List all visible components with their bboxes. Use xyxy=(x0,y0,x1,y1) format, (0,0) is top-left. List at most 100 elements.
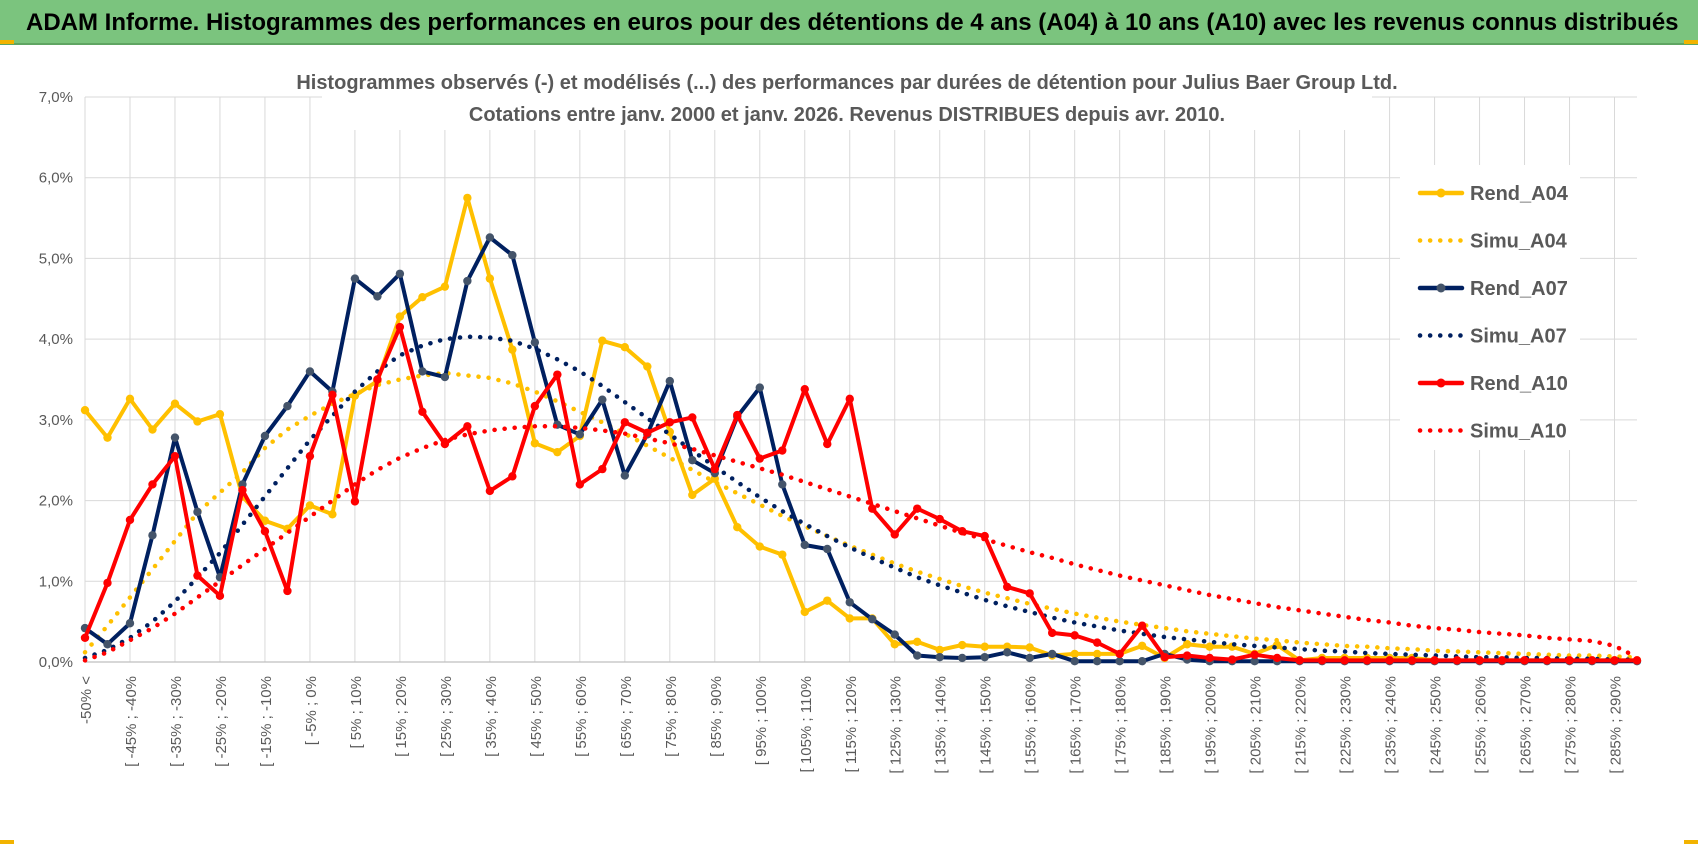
series-Simu_A10 xyxy=(82,424,1640,663)
line-Simu_A04 xyxy=(82,370,1640,660)
point-Rend_A10 xyxy=(935,514,944,524)
line-Simu_A10 xyxy=(82,424,1640,663)
x-tick-label: [ 5% ; 10% xyxy=(348,676,365,749)
point-Rend_A04 xyxy=(1025,643,1034,652)
point-Rend_A10 xyxy=(1272,653,1282,663)
point-Rend_A10 xyxy=(620,418,630,427)
title-backdrop xyxy=(322,64,1372,130)
point-Rend_A04 xyxy=(935,645,944,655)
point-Rend_A10 xyxy=(1182,651,1192,660)
x-tick-label: [ 115% ; 120% xyxy=(843,676,860,772)
point-Rend_A10 xyxy=(530,401,540,411)
x-tick-label: [ 175% ; 180% xyxy=(1113,676,1130,774)
point-Rend_A04 xyxy=(1070,649,1079,659)
point-Rend_A10 xyxy=(1407,656,1417,665)
point-Rend_A07 xyxy=(665,376,675,386)
point-Rend_A10 xyxy=(1295,656,1304,665)
x-tick-label: [ -5% ; 0% xyxy=(303,676,320,745)
point-Rend_A10 xyxy=(440,439,450,449)
corner-marker xyxy=(0,840,14,844)
point-Rend_A07 xyxy=(598,395,607,404)
report-title-banner: ADAM Informe. Histogrammes des performan… xyxy=(0,0,1698,45)
x-tick-label: [ -45% ; -40% xyxy=(123,676,140,767)
x-tick-label: [ 85% ; 90% xyxy=(708,676,725,757)
point-Rend_A10 xyxy=(238,485,247,495)
point-Rend_A04 xyxy=(508,345,517,354)
x-tick-label: [ -25% ; -20% xyxy=(213,676,230,767)
point-Rend_A10 xyxy=(350,497,360,506)
point-Rend_A10 xyxy=(125,515,135,525)
y-tick-label: 0,0% xyxy=(39,654,73,671)
point-Rend_A10 xyxy=(170,451,180,461)
point-Rend_A04 xyxy=(395,312,405,321)
point-Rend_A10 xyxy=(260,527,270,536)
point-Rend_A04 xyxy=(418,292,427,302)
point-Rend_A10 xyxy=(1025,589,1034,598)
point-Rend_A04 xyxy=(103,433,112,442)
point-Rend_A10 xyxy=(485,486,495,496)
point-Rend_A04 xyxy=(148,425,157,434)
point-Rend_A07 xyxy=(1250,656,1259,666)
point-Rend_A10 xyxy=(418,407,427,416)
point-Rend_A07 xyxy=(1025,653,1034,663)
point-Rend_A04 xyxy=(440,282,450,291)
point-Rend_A07 xyxy=(148,531,157,540)
point-Rend_A04 xyxy=(1205,642,1214,651)
point-Rend_A04 xyxy=(350,391,360,400)
point-Rend_A04 xyxy=(913,637,922,647)
point-Rend_A04 xyxy=(733,523,742,532)
series-Rend_A10 xyxy=(80,322,1642,665)
legend-label-Rend_A07: Rend_A07 xyxy=(1470,278,1568,300)
x-tick-label: [ 205% ; 210% xyxy=(1248,676,1265,774)
x-tick-label: [ -35% ; -30% xyxy=(168,676,185,767)
x-tick-label: [ 105% ; 110% xyxy=(798,676,815,772)
point-Rend_A10 xyxy=(305,451,315,461)
point-Rend_A10 xyxy=(1542,656,1552,665)
point-Rend_A07 xyxy=(1115,656,1124,666)
point-Rend_A04 xyxy=(260,516,270,525)
point-Rend_A10 xyxy=(755,454,764,463)
point-Rend_A10 xyxy=(373,375,382,384)
point-Rend_A10 xyxy=(598,464,607,474)
point-Rend_A04 xyxy=(485,274,495,283)
point-Rend_A04 xyxy=(463,193,472,203)
y-tick-label: 5,0% xyxy=(39,250,73,267)
point-Rend_A07 xyxy=(620,471,630,480)
point-Rend_A07 xyxy=(1137,656,1147,666)
series-Simu_A04 xyxy=(82,370,1640,660)
point-Rend_A07 xyxy=(755,383,764,392)
point-Rend_A04 xyxy=(530,439,540,448)
point-Rend_A10 xyxy=(395,322,405,332)
point-Rend_A07 xyxy=(575,430,585,439)
point-Rend_A10 xyxy=(80,633,90,642)
x-tick-label: [ 245% ; 250% xyxy=(1428,676,1445,774)
point-Rend_A07 xyxy=(1070,656,1079,666)
point-Rend_A04 xyxy=(1092,649,1102,659)
point-Rend_A07 xyxy=(890,630,899,639)
point-Rend_A07 xyxy=(823,544,832,554)
point-Rend_A07 xyxy=(103,640,112,649)
point-Rend_A10 xyxy=(733,410,742,420)
point-Rend_A10 xyxy=(1160,652,1169,662)
point-Rend_A10 xyxy=(1385,656,1394,665)
x-tick-label: [ 165% ; 170% xyxy=(1068,676,1085,774)
point-Rend_A10 xyxy=(845,394,854,404)
point-Rend_A04 xyxy=(215,410,225,419)
point-Rend_A04 xyxy=(553,447,562,457)
point-Rend_A10 xyxy=(710,464,719,474)
point-Rend_A10 xyxy=(1497,656,1507,665)
point-Rend_A04 xyxy=(688,490,697,500)
legend-label-Simu_A07: Simu_A07 xyxy=(1470,326,1567,348)
point-Rend_A07 xyxy=(688,456,697,465)
point-Rend_A10 xyxy=(553,370,562,379)
y-tick-label: 3,0% xyxy=(39,412,73,429)
legend-box xyxy=(1400,165,1580,450)
point-Rend_A10 xyxy=(643,428,652,437)
point-Rend_A10 xyxy=(508,472,517,481)
point-Rend_A07 xyxy=(778,480,787,489)
legend-label-Simu_A04: Simu_A04 xyxy=(1470,231,1568,253)
x-tick-label: [ 45% ; 50% xyxy=(528,676,545,757)
point-Rend_A10 xyxy=(868,504,877,513)
point-Rend_A07 xyxy=(418,367,427,376)
point-Rend_A10 xyxy=(463,422,472,431)
